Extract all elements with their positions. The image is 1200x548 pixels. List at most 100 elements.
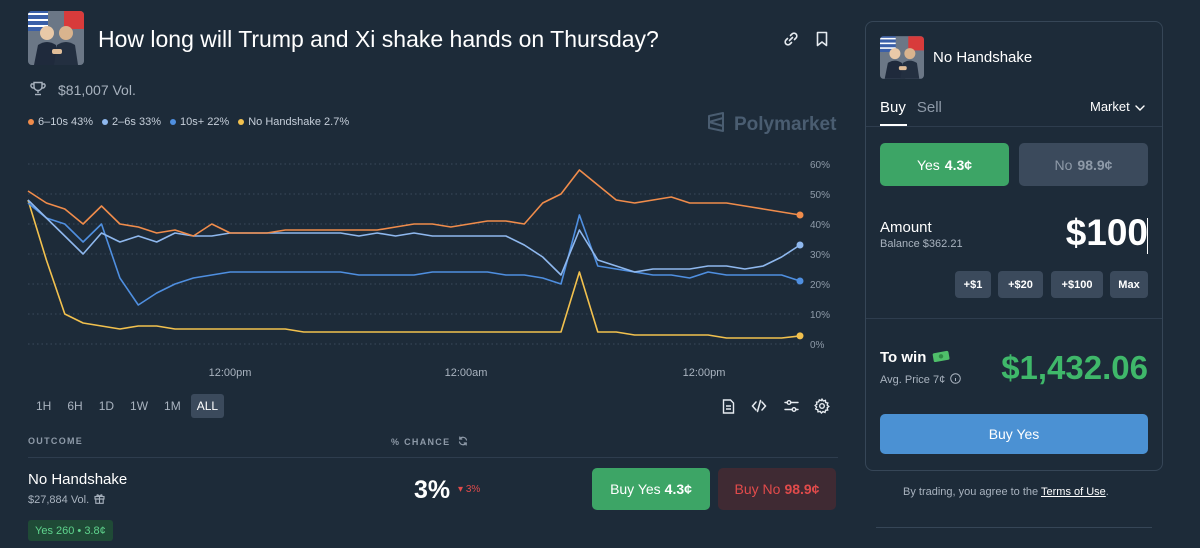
watermark-text: Polymarket — [734, 114, 837, 135]
avg-price-text: Avg. Price 7¢ — [880, 374, 946, 386]
market-title: How long will Trump and Xi shake hands o… — [98, 26, 659, 52]
bookmark-icon[interactable] — [813, 30, 831, 48]
quick-add-100-button[interactable]: +$100 — [1051, 271, 1103, 298]
series-end-dot — [796, 332, 804, 340]
buy-yes-price: 4.3¢ — [664, 481, 692, 497]
legend-item: 2–6s 33% — [102, 116, 161, 128]
x-tick-label: 12:00pm — [209, 367, 252, 379]
amount-input[interactable]: $100 — [1065, 212, 1148, 253]
legend-label: No Handshake 2.7% — [248, 116, 350, 128]
legend-dot — [169, 119, 176, 125]
code-embed-icon[interactable] — [751, 398, 767, 414]
buy-sell-tabs: Buy Sell — [880, 99, 942, 116]
x-tick-label: 12:00am — [445, 367, 488, 379]
to-win-text: To win — [880, 349, 927, 366]
y-tick-label: 50% — [810, 190, 830, 201]
to-win-label: To win — [880, 349, 950, 366]
link-icon[interactable] — [782, 30, 800, 48]
range-6h[interactable]: 6H — [67, 399, 83, 413]
range-1w[interactable]: 1W — [130, 399, 149, 413]
series-line — [27, 199, 801, 276]
outcome-buy-no-button[interactable]: Buy No 98.9¢ — [718, 468, 836, 510]
avg-price: Avg. Price 7¢ — [880, 373, 962, 387]
polymarket-logo-icon — [706, 112, 726, 138]
y-tick-label: 20% — [810, 280, 830, 291]
to-win-value: $1,432.06 — [1001, 349, 1148, 386]
price-chart[interactable]: 60% 50% 40% 30% 20% 10% 0% 12:00pm 12:00am 12:00p… — [0, 150, 845, 385]
range-1h[interactable]: 1H — [36, 399, 52, 413]
range-1d[interactable]: 1D — [98, 399, 115, 413]
outcome-column-header: OUTCOME — [28, 436, 83, 446]
order-type-dropdown[interactable]: Market — [1090, 99, 1145, 114]
series-end-dot — [796, 277, 804, 285]
y-tick-label: 60% — [810, 160, 830, 171]
document-icon[interactable] — [720, 398, 736, 414]
market-image — [28, 11, 84, 65]
legend-item: 10s+ 22% — [169, 116, 229, 128]
balance-text: Balance $362.21 — [880, 238, 963, 250]
down-triangle-icon: ▾ — [458, 484, 464, 495]
x-tick-label: 12:00pm — [683, 367, 726, 379]
series-line — [27, 202, 801, 306]
chance-column-header: % CHANCE — [391, 436, 468, 448]
series-line — [27, 199, 801, 339]
settings-gear-icon[interactable] — [814, 398, 830, 414]
terms-suffix: . — [1105, 486, 1109, 498]
terms-prefix: By trading, you agree to the — [903, 486, 1041, 498]
buy-no-price: 98.9¢ — [784, 481, 820, 497]
no-label: No — [1054, 156, 1073, 173]
outcome-volume-text: $27,884 Vol. — [28, 494, 90, 506]
outcome-change: ▾ 3% — [458, 484, 480, 495]
legend-item: No Handshake 2.7% — [238, 116, 349, 128]
quick-add-20-button[interactable]: +$20 — [998, 271, 1043, 298]
no-price: 98.9¢ — [1077, 156, 1113, 173]
y-tick-label: 10% — [810, 310, 830, 321]
quick-add-1-button[interactable]: +$1 — [955, 271, 991, 298]
legend-label: 2–6s 33% — [112, 116, 161, 128]
sliders-icon[interactable] — [783, 398, 799, 414]
gift-icon — [94, 493, 105, 507]
tab-sell[interactable]: Sell — [916, 99, 942, 116]
table-divider — [28, 457, 838, 458]
tab-buy[interactable]: Buy — [880, 99, 906, 116]
panel-divider — [866, 318, 1162, 319]
outcome-name[interactable]: No Handshake — [28, 471, 128, 488]
select-no-button[interactable]: No 98.9¢ — [1019, 143, 1148, 186]
outcome-volume: $27,884 Vol. — [28, 493, 105, 507]
amount-label: Amount — [880, 219, 932, 236]
series-end-dot — [796, 211, 804, 219]
y-tick-label: 0% — [810, 340, 825, 351]
select-yes-button[interactable]: Yes 4.3¢ — [880, 143, 1009, 186]
panel-bottom-divider — [876, 527, 1152, 528]
series-end-dot — [796, 241, 804, 249]
legend-dot — [102, 119, 109, 125]
y-tick-label: 40% — [810, 220, 830, 231]
legend-label: 6–10s 43% — [38, 116, 94, 128]
yes-price: 4.3¢ — [944, 156, 973, 173]
refresh-icon[interactable] — [458, 436, 468, 448]
chance-header-label: % CHANCE — [391, 437, 451, 447]
terms-notice: By trading, you agree to the Terms of Us… — [903, 486, 1109, 498]
buy-yes-submit-button[interactable]: Buy Yes — [880, 414, 1148, 454]
yes-label: Yes — [916, 156, 940, 173]
outcome-buy-yes-button[interactable]: Buy Yes 4.3¢ — [592, 468, 710, 510]
buy-yes-label: Buy Yes — [610, 481, 661, 497]
legend-dot — [28, 119, 34, 125]
time-range-selector: 1H 6H 1D 1W 1M ALL — [30, 394, 225, 418]
active-tab-indicator — [880, 124, 907, 126]
polymarket-watermark: Polymarket — [706, 112, 836, 138]
text-caret — [1147, 218, 1148, 254]
terms-of-use-link[interactable]: Terms of Use — [1041, 486, 1106, 498]
chart-legend: 6–10s 43% 2–6s 33% 10s+ 22% No Handshake… — [28, 116, 349, 128]
order-type-label: Market — [1090, 99, 1130, 114]
panel-divider — [866, 126, 1162, 127]
panel-market-image — [880, 36, 924, 79]
info-icon[interactable] — [950, 373, 962, 387]
legend-item: 6–10s 43% — [28, 116, 93, 128]
max-button[interactable]: Max — [1110, 271, 1148, 298]
buy-no-label: Buy No — [734, 481, 781, 497]
range-all[interactable]: ALL — [190, 394, 225, 418]
range-1m[interactable]: 1M — [164, 399, 181, 413]
trophy-icon — [30, 81, 46, 99]
y-tick-label: 30% — [810, 250, 830, 261]
